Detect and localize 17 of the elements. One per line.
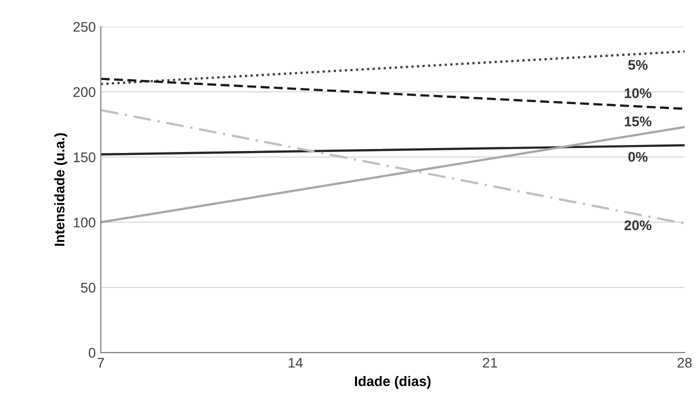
y-tick-label: 0 — [88, 348, 96, 358]
y-tick-label: 100 — [74, 218, 96, 228]
x-tick-label: 14 — [288, 358, 303, 368]
series-label: 0% — [628, 152, 648, 162]
x-tick-label: 28 — [678, 358, 692, 368]
y-tick-label: 150 — [74, 152, 96, 162]
series-label: 15% — [624, 116, 652, 126]
y-axis-title: Intensidade (u.a.) — [54, 133, 68, 246]
y-tick-label: 250 — [73, 22, 96, 32]
y-tick-label: 200 — [73, 87, 96, 98]
series-label: 10% — [624, 88, 652, 98]
series-label: 20% — [624, 220, 652, 230]
y-tick-label: 50 — [81, 282, 96, 293]
x-tick-label: 7 — [98, 358, 104, 368]
x-tick-label: 21 — [482, 358, 498, 368]
x-axis-title: Idade (dias) — [355, 376, 431, 389]
series-label: 5% — [628, 60, 648, 70]
